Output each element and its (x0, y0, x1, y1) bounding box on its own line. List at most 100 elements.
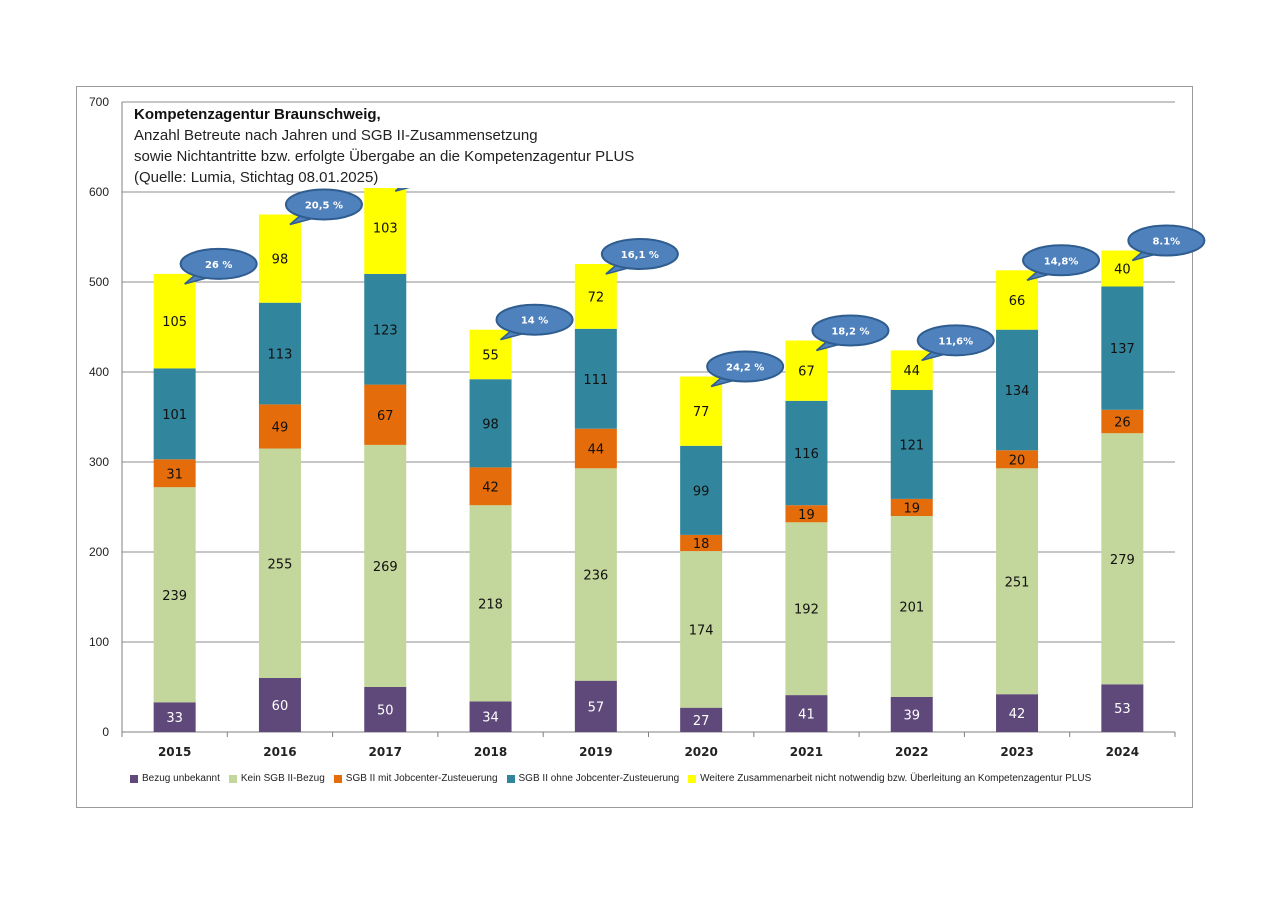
x-tick-label: 2021 (790, 745, 823, 759)
data-label: 18 (693, 537, 710, 552)
data-label: 113 (268, 348, 293, 363)
callout-bubble (1127, 224, 1206, 257)
callout-label: 18,2 % (831, 327, 869, 338)
callout-bubble (179, 247, 258, 280)
data-label: 279 (1110, 553, 1135, 568)
callout-bubble (600, 238, 679, 270)
callout-bubble (284, 188, 363, 221)
bar-segment (996, 450, 1039, 469)
data-label: 269 (373, 560, 398, 575)
x-tick-label: 2018 (474, 745, 507, 759)
data-label: 72 (588, 290, 605, 305)
bar-segment (1101, 286, 1144, 410)
legend-label: Kein SGB II-Bezug (240, 773, 325, 784)
callout-bubble (1022, 244, 1101, 277)
bar-segment (680, 551, 723, 708)
bar-segment (364, 687, 407, 732)
bar-segment (996, 329, 1039, 451)
data-label: 39 (903, 708, 920, 723)
bar-segment (364, 444, 407, 687)
data-label: 60 (272, 699, 289, 714)
y-tick-label: 200 (89, 545, 109, 559)
bar-segment (364, 181, 407, 274)
callout-bubble (811, 314, 890, 347)
legend-swatch (506, 774, 515, 783)
bar-segment (1101, 409, 1144, 434)
bar-segment (469, 505, 512, 702)
x-tick-label: 2022 (895, 745, 928, 759)
data-label: 239 (162, 589, 187, 604)
callout-bubble (916, 324, 995, 357)
chart-title-box: Kompetenzagentur Braunschweig, Anzahl Be… (130, 104, 639, 188)
bar-segment (574, 264, 617, 329)
data-label: 99 (693, 484, 710, 499)
x-tick-label: 2023 (1000, 745, 1033, 759)
data-label: 31 (166, 467, 183, 482)
data-label: 111 (583, 373, 608, 388)
bar-segment (153, 273, 196, 369)
legend-item-kein-sgb-ii: Kein SGB II-Bezug (228, 773, 325, 784)
data-label: 236 (583, 569, 608, 584)
data-label: 67 (798, 365, 815, 380)
bar-segment (680, 534, 723, 552)
data-label: 98 (272, 253, 289, 268)
data-label: 53 (1114, 702, 1131, 717)
data-label: 42 (1009, 707, 1026, 722)
chart-subtitle-line-3: (Quelle: Lumia, Stichtag 08.01.2025) (134, 169, 379, 186)
chart-subtitle-line-2: sowie Nichtantritte bzw. erfolgte Überga… (134, 148, 635, 165)
bar-segment (785, 695, 828, 732)
data-label: 105 (162, 315, 187, 330)
legend-label: Weitere Zusammenarbeit nicht notwendig b… (700, 773, 1092, 784)
callout-label: 26 % (205, 260, 232, 271)
data-label: 26 (1114, 416, 1131, 431)
legend-item-weitere-zusammenarbeit: Weitere Zusammenarbeit nicht notwendig b… (688, 773, 1091, 784)
data-label: 103 (373, 222, 398, 237)
bar-segment (574, 468, 617, 681)
data-label: 20 (1009, 453, 1026, 468)
data-label: 121 (899, 438, 924, 453)
bar-segment (258, 404, 301, 449)
data-label: 134 (1005, 384, 1030, 399)
bar-segment (890, 390, 933, 499)
bar-segment (153, 487, 196, 703)
data-label: 218 (478, 597, 503, 612)
legend-label: Bezug unbekannt (142, 773, 220, 784)
data-label: 34 (482, 711, 499, 726)
data-label: 98 (482, 417, 499, 432)
bar-segment (1101, 684, 1144, 732)
bar-segment (785, 505, 828, 523)
bar-segment (469, 467, 512, 506)
bar-segment (258, 214, 301, 303)
y-tick-label: 600 (89, 185, 109, 199)
bar-segment (680, 376, 723, 446)
y-tick-label: 500 (89, 275, 109, 289)
data-label: 44 (588, 443, 605, 458)
data-label: 255 (268, 557, 293, 572)
callout-label: 14,8% (1044, 256, 1079, 267)
bar-segment (574, 680, 617, 732)
chart-subtitle-line-1: Anzahl Betreute nach Jahren und SGB II-Z… (134, 127, 538, 144)
data-label: 49 (272, 420, 289, 435)
data-label: 55 (482, 348, 499, 363)
callout-bubble (706, 350, 785, 383)
bar-segment (680, 445, 723, 535)
y-tick-label: 100 (89, 635, 109, 649)
bar-segment (574, 428, 617, 469)
data-label: 66 (1009, 294, 1026, 309)
bar-segment (153, 459, 196, 488)
data-label: 50 (377, 704, 394, 719)
data-label: 192 (794, 603, 819, 618)
bar-segment (574, 328, 617, 429)
y-tick-label: 700 (89, 95, 109, 109)
bar-segment (680, 707, 723, 732)
data-label: 19 (798, 508, 815, 523)
x-tick-label: 2019 (579, 745, 612, 759)
bar-segment (469, 379, 512, 468)
data-label: 251 (1005, 575, 1030, 590)
callout-bubble (495, 303, 574, 336)
x-tick-label: 2017 (369, 745, 402, 759)
data-label: 41 (798, 708, 815, 723)
bar-segment (469, 701, 512, 732)
data-label: 67 (377, 409, 394, 424)
